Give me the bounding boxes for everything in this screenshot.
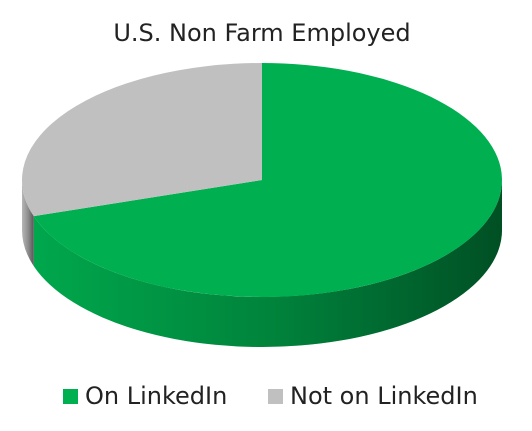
pie-slice	[33, 63, 503, 297]
legend-swatch	[268, 389, 283, 404]
legend-label: On LinkedIn	[85, 382, 227, 410]
legend-label: Not on LinkedIn	[290, 382, 478, 410]
legend-swatch	[63, 389, 78, 404]
pie-side-shade	[22, 180, 34, 267]
chart-title: U.S. Non Farm Employed	[113, 19, 410, 47]
pie-side-shade	[33, 180, 503, 347]
pie-slice	[21, 63, 263, 217]
